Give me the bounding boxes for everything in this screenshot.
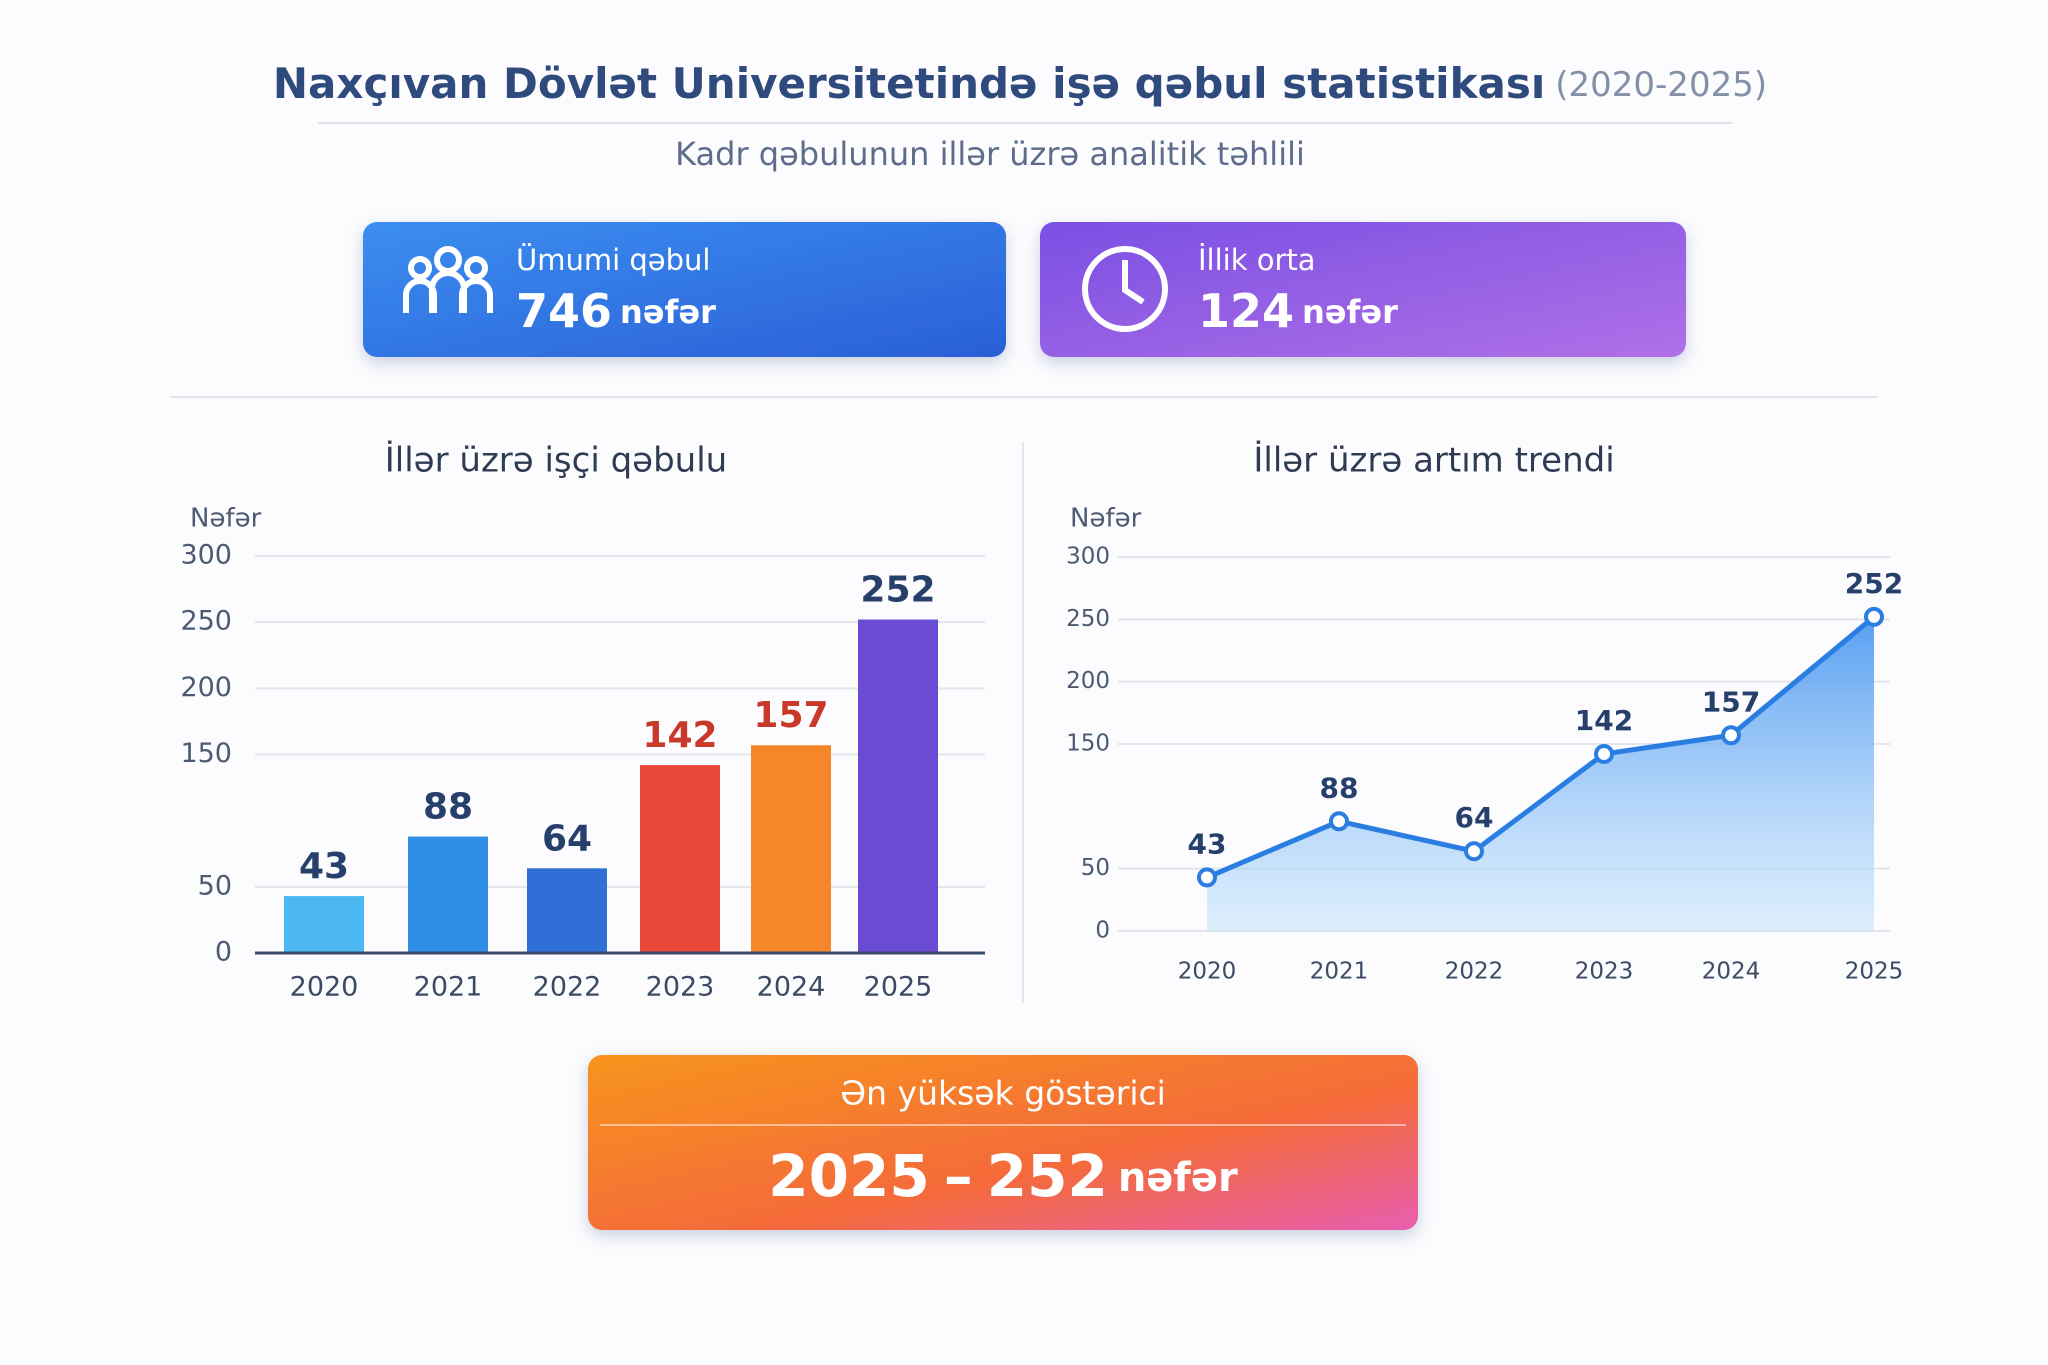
x-tick-label: 2022 (533, 972, 602, 1003)
y-tick-label: 300 (180, 540, 232, 571)
chart-title: İllər üzrə işçi qəbulu (385, 441, 727, 481)
highlight-bg (588, 1055, 1418, 1230)
clock-icon (1082, 246, 1168, 332)
highlight-unit: nəfər (1118, 1155, 1238, 1201)
highlight-separator: – (944, 1142, 973, 1210)
point (1721, 725, 1741, 746)
card-value: 124 nəfər (1198, 284, 1398, 338)
y-axis-label: Nəfər (190, 504, 262, 534)
y-tick-label: 250 (180, 606, 232, 637)
y-tick-label: 250 (1066, 606, 1110, 632)
card-average: İllik orta 124 nəfər (1040, 222, 1686, 357)
data-label: 157 (753, 695, 828, 736)
x-tick-label: 2025 (864, 972, 933, 1003)
data-label: 64 (1455, 801, 1494, 834)
bar (284, 896, 364, 953)
x-tick-label: 2024 (1702, 959, 1761, 985)
x-tick-label: 2020 (1178, 959, 1237, 985)
card-number: 124 (1198, 284, 1294, 338)
people-icon (403, 246, 493, 313)
x-tick-label: 2023 (646, 972, 715, 1003)
x-tick-label: 2021 (1310, 959, 1369, 985)
y-tick-label: 50 (1081, 855, 1110, 881)
card-label: İllik orta (1198, 243, 1316, 277)
x-tick-label: 2024 (757, 972, 826, 1003)
title-suffix: (2020-2025) (1555, 65, 1767, 105)
x-tick-label: 2023 (1575, 959, 1634, 985)
point (1464, 841, 1484, 862)
card-total: Ümumi qəbul 746 nəfər (363, 222, 1006, 357)
data-label: 142 (1575, 704, 1633, 737)
point (1197, 867, 1217, 888)
y-tick-label: 0 (215, 937, 232, 968)
y-tick-label: 50 (198, 870, 232, 901)
x-tick-label: 2021 (414, 972, 483, 1003)
subtitle: Kadr qəbulunun illər üzrə analitik təhli… (675, 135, 1305, 173)
data-label: 43 (299, 846, 349, 887)
x-tick-label: 2025 (1845, 959, 1904, 985)
card-unit: nəfər (620, 293, 716, 331)
point (1594, 743, 1614, 764)
data-label: 88 (1320, 771, 1359, 804)
bar (640, 765, 720, 953)
highlight-value: 2025–252 nəfər (768, 1142, 1238, 1210)
bar (751, 745, 831, 953)
bar (858, 619, 938, 953)
highlight-number: 252 (987, 1142, 1108, 1210)
point (1864, 606, 1884, 627)
data-label: 43 (1188, 827, 1227, 860)
y-tick-label: 200 (180, 672, 232, 703)
page-title: Naxçıvan Dövlət Universitetində işə qəbu… (273, 59, 1767, 108)
card-bg (363, 222, 1006, 357)
chart-title: İllər üzrə artım trendi (1253, 441, 1614, 481)
x-tick-label: 2022 (1445, 959, 1504, 985)
x-tick-label: 2020 (290, 972, 359, 1003)
line (1206, 614, 1876, 880)
y-tick-label: 200 (1066, 668, 1110, 694)
title-main: Naxçıvan Dövlət Universitetində işə qəbu… (273, 59, 1545, 108)
card-unit: nəfər (1302, 293, 1398, 331)
y-tick-label: 150 (180, 738, 232, 769)
data-label: 252 (860, 570, 935, 611)
data-label: 64 (542, 818, 592, 859)
card-label: Ümumi qəbul (516, 243, 710, 277)
y-tick-label: 0 (1095, 918, 1110, 944)
y-axis-label: Nəfər (1070, 504, 1142, 534)
bar (527, 868, 607, 953)
y-tick-label: 300 (1066, 544, 1110, 570)
card-number: 746 (516, 284, 612, 338)
data-label: 88 (423, 787, 473, 828)
data-label: 157 (1702, 685, 1760, 718)
highlight-label: Ən yüksək göstərici (840, 1074, 1166, 1113)
point (1329, 811, 1349, 832)
data-label: 142 (642, 715, 717, 756)
data-label: 252 (1845, 567, 1903, 600)
highlight-box: Ən yüksək göstərici 2025–252 nəfər (588, 1055, 1418, 1230)
area (1207, 616, 1874, 931)
bar (408, 836, 488, 953)
highlight-year: 2025 (768, 1142, 929, 1210)
card-value: 746 nəfər (516, 284, 716, 338)
card-bg (1040, 222, 1686, 357)
y-tick-label: 150 (1066, 731, 1110, 757)
